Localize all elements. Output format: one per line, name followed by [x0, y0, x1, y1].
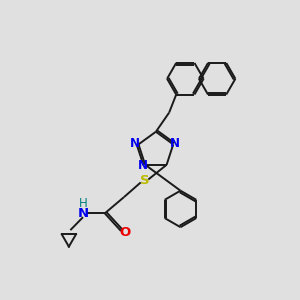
- Text: H: H: [79, 197, 87, 210]
- Text: O: O: [120, 226, 131, 239]
- Text: N: N: [170, 137, 180, 150]
- Text: S: S: [140, 175, 149, 188]
- Text: N: N: [138, 159, 148, 172]
- Text: N: N: [130, 137, 140, 150]
- Text: N: N: [77, 207, 88, 220]
